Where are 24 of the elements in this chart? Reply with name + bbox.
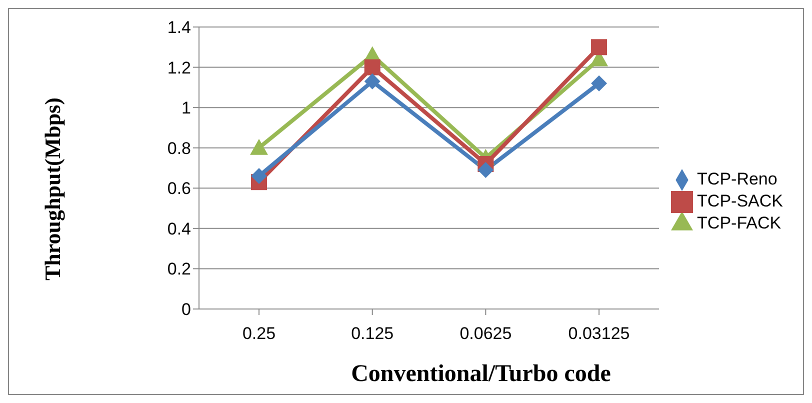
y-tick-label: 1.2 [167,58,191,78]
y-tick-label: 1 [182,98,191,118]
x-axis-title: Conventional/Turbo code [350,361,612,388]
x-tick-label: 0.25 [242,324,276,344]
point [478,162,494,178]
x-tick-label: 0.0625 [460,324,512,344]
y-tick-label: 1.4 [167,18,191,38]
y-tick-label: 0.2 [167,260,191,279]
x-tick-label: 0.125 [351,324,394,344]
y-tick-label: 0.6 [167,179,191,198]
legend-label: TCP-FACK [697,212,782,232]
point [251,168,267,184]
point [364,73,380,90]
point [250,138,268,155]
x-tick-label: 0.03125 [568,324,630,344]
legend-label: TCP-Reno [697,168,778,188]
y-tick-label: 0.4 [167,219,191,238]
legend-label: TCP-SACK [697,190,783,210]
point [591,75,608,92]
y-tick-label: 0 [182,300,191,320]
point [364,59,380,76]
y-axis-title: Throughput(Mbps) [40,98,66,280]
y-tick-label: 0.8 [167,138,191,158]
point [591,39,608,56]
